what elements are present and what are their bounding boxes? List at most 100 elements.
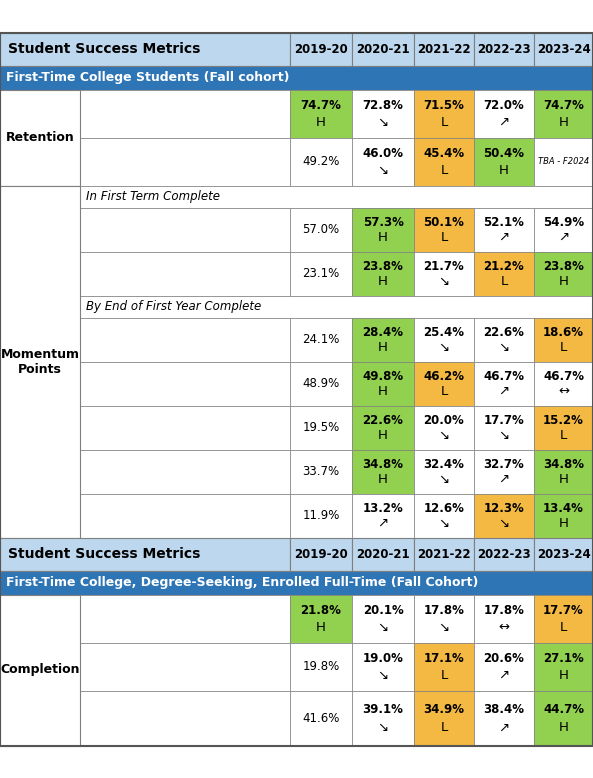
- Text: 18.6%: 18.6%: [543, 326, 584, 339]
- Text: 2021-22: 2021-22: [417, 43, 471, 55]
- Text: 13.4%: 13.4%: [543, 502, 584, 515]
- Bar: [290, 691, 352, 745]
- Bar: [534, 362, 593, 405]
- Bar: [0, 208, 290, 251]
- Bar: [352, 405, 414, 450]
- Text: H: H: [378, 341, 388, 354]
- Bar: [290, 317, 352, 362]
- Text: 2020-21: 2020-21: [356, 43, 410, 55]
- Bar: [290, 33, 352, 65]
- Text: ↗: ↗: [499, 721, 509, 734]
- Bar: [534, 594, 593, 643]
- Bar: [414, 450, 474, 493]
- Text: H: H: [316, 621, 326, 633]
- Text: 25.4%: 25.4%: [423, 326, 464, 339]
- Bar: [414, 33, 474, 65]
- Bar: [474, 493, 534, 538]
- Text: 46.7%: 46.7%: [483, 370, 524, 383]
- Bar: [534, 538, 593, 570]
- Bar: [534, 138, 593, 185]
- Text: By End of First Year Complete: By End of First Year Complete: [86, 300, 262, 313]
- Text: 27.1%: 27.1%: [543, 652, 584, 665]
- Bar: [290, 405, 352, 450]
- Bar: [534, 450, 593, 493]
- Text: In First Term Complete: In First Term Complete: [86, 190, 220, 203]
- Text: Completion: Completion: [0, 664, 79, 677]
- Bar: [534, 251, 593, 296]
- Bar: [290, 89, 352, 138]
- Bar: [290, 208, 352, 251]
- Text: ↘: ↘: [377, 621, 388, 633]
- Text: 2022-23: 2022-23: [477, 43, 531, 55]
- Text: 2023-24: 2023-24: [537, 548, 591, 560]
- Text: 71.5%: 71.5%: [423, 100, 464, 112]
- Text: 21.2%: 21.2%: [484, 260, 524, 273]
- Bar: [474, 317, 534, 362]
- Text: H: H: [559, 473, 569, 486]
- Text: ↘: ↘: [438, 275, 449, 288]
- Text: 23.1%: 23.1%: [302, 267, 340, 280]
- Text: 57.3%: 57.3%: [362, 216, 403, 229]
- Bar: [474, 538, 534, 570]
- Text: Student Success Metrics: Student Success Metrics: [8, 547, 200, 561]
- Text: 74.7%: 74.7%: [301, 100, 342, 112]
- Bar: [534, 208, 593, 251]
- Text: ↘: ↘: [499, 517, 509, 530]
- Text: L: L: [560, 341, 567, 354]
- Bar: [414, 643, 474, 691]
- Bar: [474, 89, 534, 138]
- Bar: [0, 317, 290, 362]
- Text: 2019-20: 2019-20: [294, 548, 348, 560]
- Bar: [0, 185, 593, 208]
- Text: 46.2%: 46.2%: [423, 370, 464, 383]
- Bar: [0, 362, 290, 405]
- Bar: [414, 89, 474, 138]
- Bar: [414, 493, 474, 538]
- Text: 23.8%: 23.8%: [543, 260, 584, 273]
- Text: H: H: [378, 429, 388, 442]
- Text: 39.1%: 39.1%: [362, 703, 403, 716]
- Text: 21.8%: 21.8%: [301, 605, 342, 617]
- Bar: [290, 493, 352, 538]
- Text: 72.0%: 72.0%: [484, 100, 524, 112]
- Text: ↘: ↘: [377, 668, 388, 682]
- Text: 20.6%: 20.6%: [483, 652, 524, 665]
- Bar: [0, 538, 290, 570]
- Text: L: L: [441, 231, 448, 244]
- Text: 2021-22: 2021-22: [417, 548, 471, 560]
- Text: ↗: ↗: [499, 116, 509, 128]
- Bar: [534, 405, 593, 450]
- Text: 34.9%: 34.9%: [423, 703, 464, 716]
- Text: 19.8%: 19.8%: [302, 660, 340, 673]
- Text: ↗: ↗: [499, 385, 509, 398]
- Bar: [352, 138, 414, 185]
- Bar: [474, 362, 534, 405]
- Text: 46.7%: 46.7%: [543, 370, 584, 383]
- Text: 34.8%: 34.8%: [543, 458, 584, 471]
- Bar: [352, 493, 414, 538]
- Bar: [352, 594, 414, 643]
- Text: 19.5%: 19.5%: [302, 421, 340, 434]
- Text: H: H: [378, 231, 388, 244]
- Text: 2022-23: 2022-23: [477, 548, 531, 560]
- Text: First-Time College, Degree-Seeking, Enrolled Full-Time (Fall Cohort): First-Time College, Degree-Seeking, Enro…: [6, 576, 479, 589]
- Text: 48.9%: 48.9%: [302, 377, 340, 390]
- Text: L: L: [560, 429, 567, 442]
- Text: L: L: [441, 721, 448, 734]
- Bar: [414, 594, 474, 643]
- Text: L: L: [441, 385, 448, 398]
- Text: H: H: [559, 275, 569, 288]
- Bar: [290, 594, 352, 643]
- Bar: [0, 594, 290, 643]
- Bar: [534, 691, 593, 745]
- Bar: [352, 89, 414, 138]
- Bar: [474, 251, 534, 296]
- Bar: [414, 538, 474, 570]
- Text: 17.8%: 17.8%: [423, 605, 464, 617]
- Text: 15.2%: 15.2%: [543, 414, 584, 427]
- Text: Student Success Metrics: Student Success Metrics: [8, 42, 200, 56]
- Text: 50.4%: 50.4%: [483, 147, 524, 160]
- Bar: [534, 33, 593, 65]
- Text: L: L: [560, 621, 567, 633]
- Text: ↗: ↗: [499, 668, 509, 682]
